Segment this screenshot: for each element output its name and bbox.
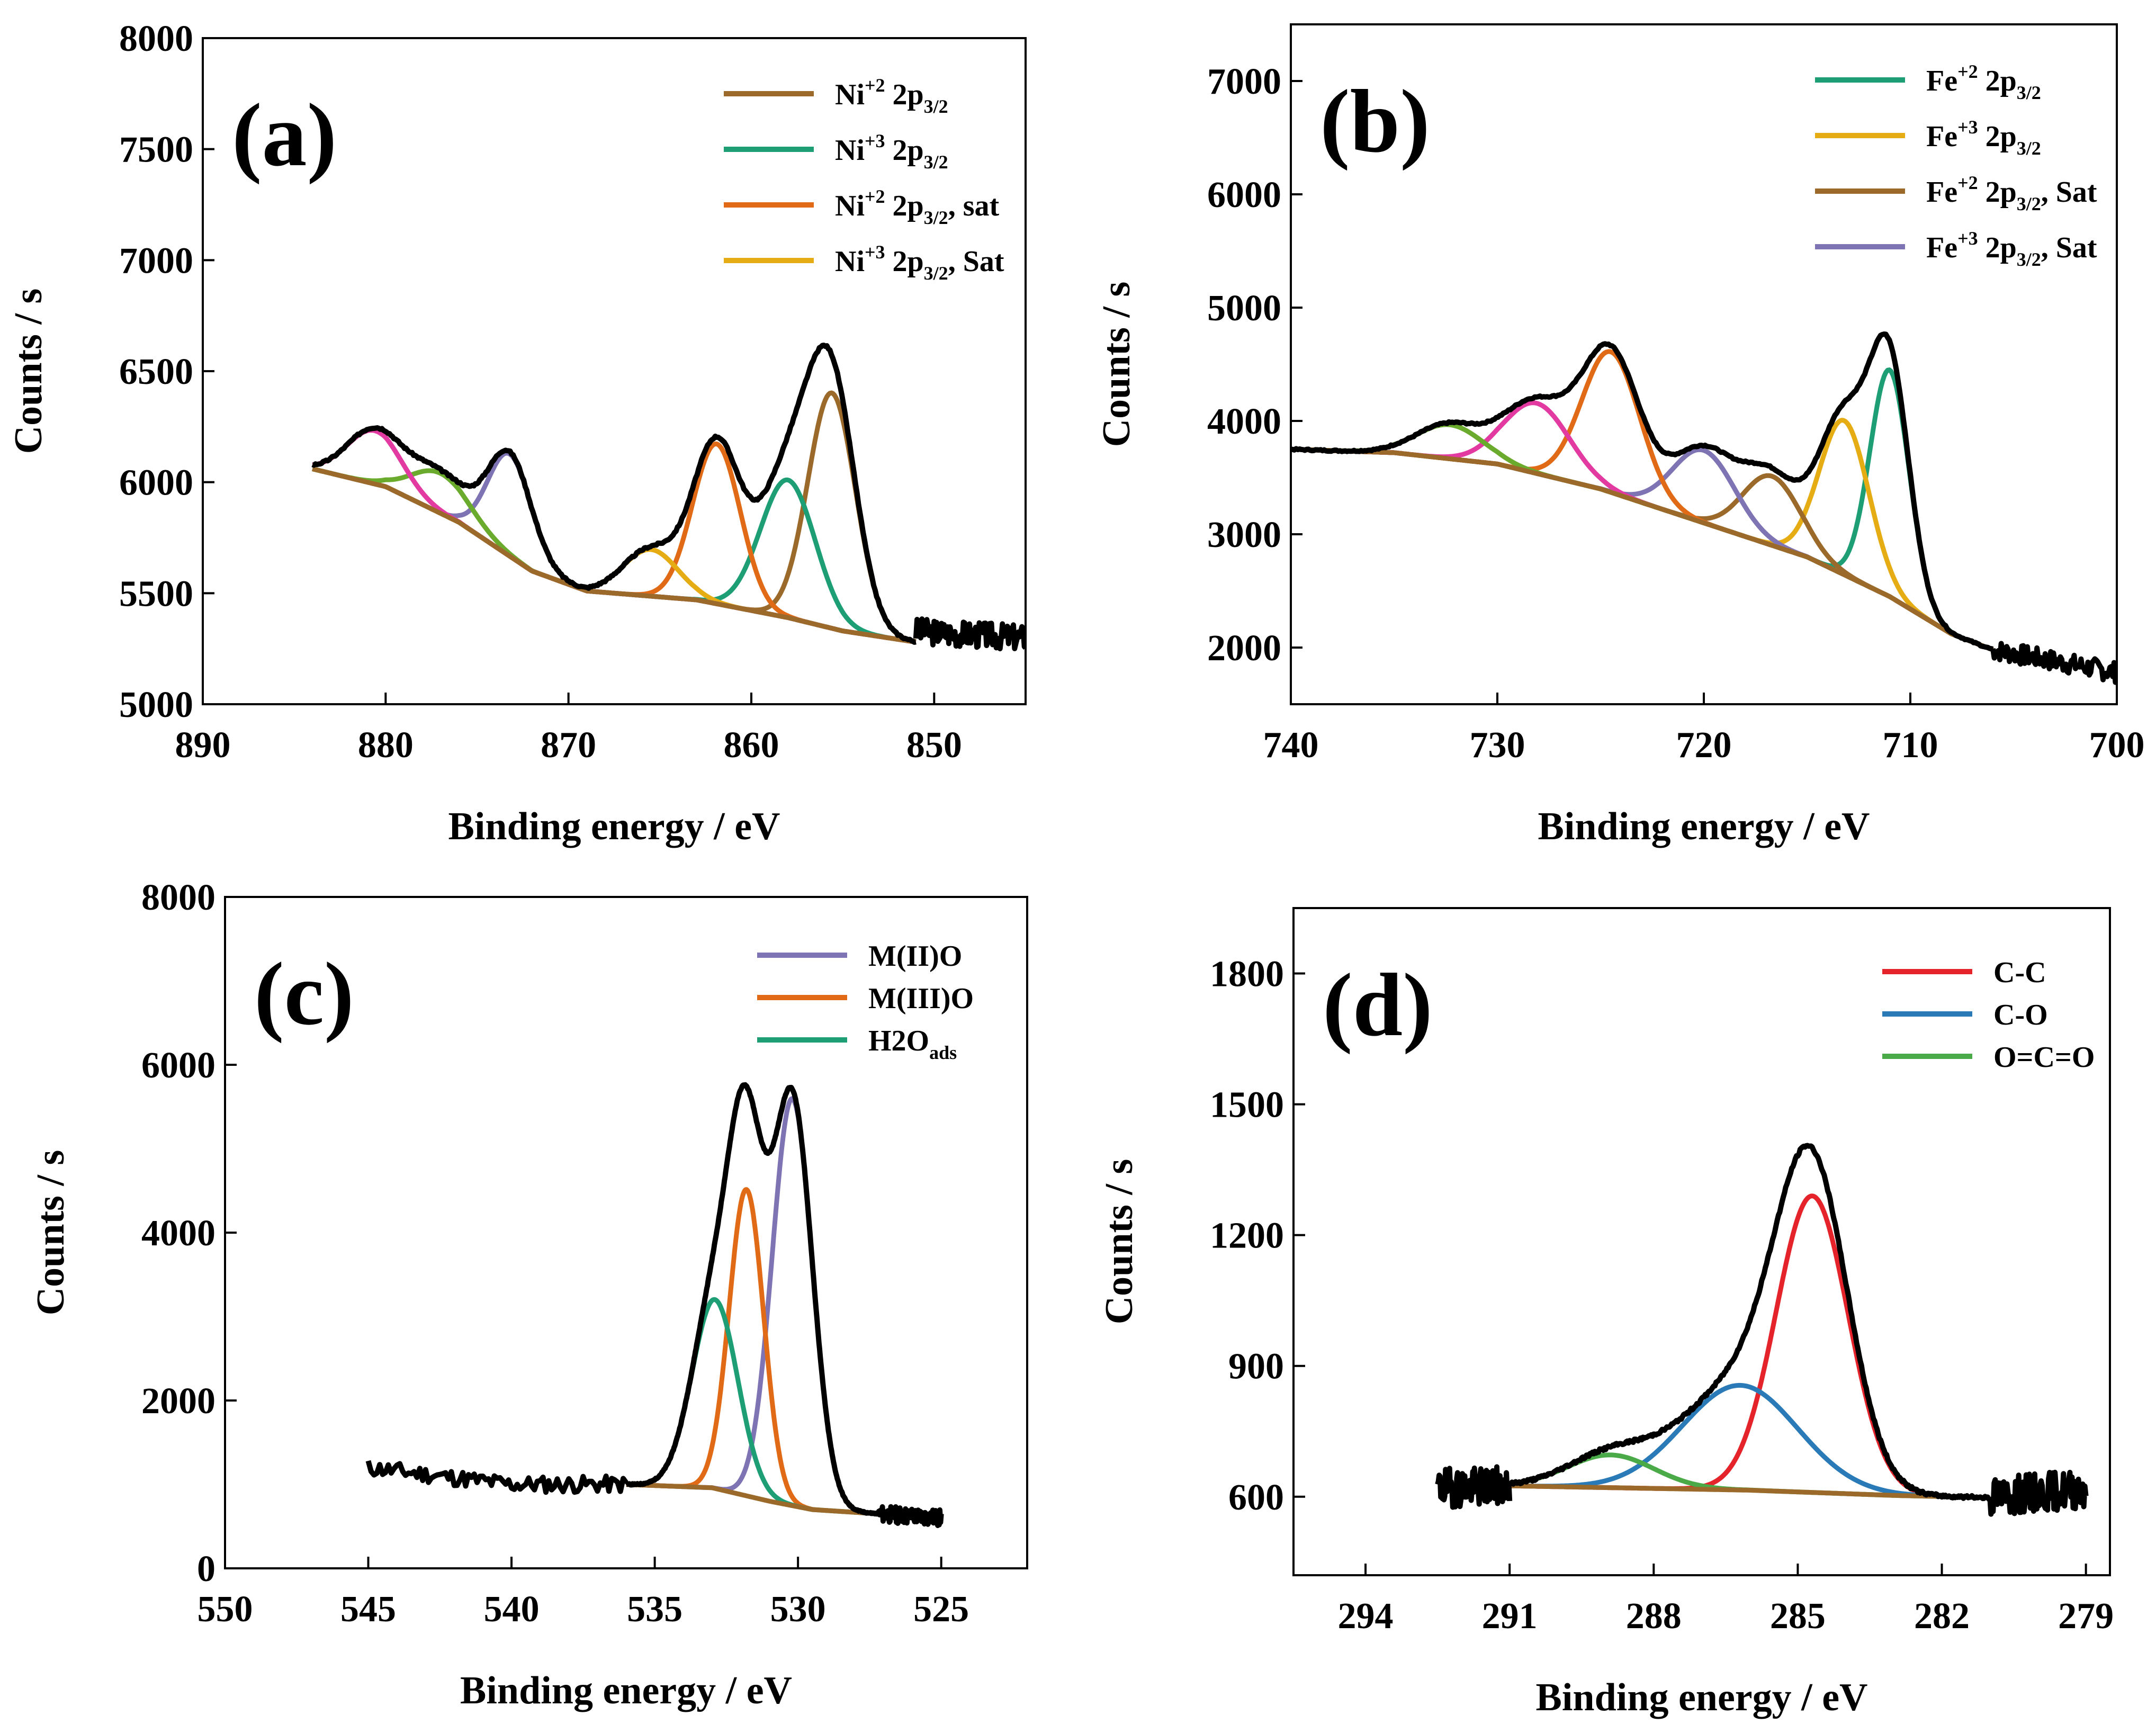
component-peak-4 [1291, 447, 1994, 652]
legend-entry: M(III)O [868, 982, 974, 1015]
y-tick-label: 7000 [119, 240, 193, 281]
measured-envelope [1435, 1143, 2089, 1517]
x-tick-label: 285 [1770, 1596, 1826, 1637]
y-tick-label: 1800 [1210, 954, 1284, 995]
component-peak-1 [311, 390, 917, 644]
component-peak-2 [1508, 1382, 1991, 1500]
measured-envelope [365, 1082, 944, 1528]
panel-label: (a) [232, 85, 337, 185]
y-tick-label: 1500 [1210, 1085, 1284, 1126]
background-baseline [312, 466, 917, 645]
y-axis-title: Counts / s [1095, 282, 1138, 447]
x-tick-label: 279 [2058, 1596, 2114, 1637]
x-tick-label: 535 [627, 1589, 682, 1630]
y-tick-label: 1200 [1210, 1216, 1284, 1256]
legend-entry: Ni+3 2p3/2, Sat [835, 241, 1004, 284]
component-peak-6 [1291, 400, 1994, 652]
component-peak-3 [1291, 447, 1994, 652]
background-baseline [1510, 1483, 1990, 1500]
y-tick-label: 5500 [119, 573, 193, 614]
y-axis-title: Counts / s [7, 289, 50, 454]
component-peak-1 [1508, 1193, 1991, 1500]
x-axis-title: Binding energy / eV [460, 1669, 792, 1712]
x-tick-label: 890 [175, 725, 231, 766]
panel-label: (d) [1323, 955, 1433, 1055]
y-tick-label: 7500 [119, 130, 193, 170]
x-tick-label: 282 [1914, 1596, 1970, 1637]
x-tick-label: 294 [1338, 1596, 1394, 1637]
y-tick-label: 600 [1228, 1477, 1284, 1518]
y-axis-title: Counts / s [29, 1150, 73, 1316]
component-peak-3 [311, 441, 917, 645]
legend-entry: H2Oads [868, 1025, 957, 1063]
component-peak-5 [311, 451, 917, 645]
legend-entry: Fe+2 2p3/2, Sat [1926, 172, 2097, 214]
x-tick-label: 710 [1883, 725, 1938, 766]
x-tick-label: 545 [340, 1589, 396, 1630]
legend-entry: Ni+2 2p3/2 [835, 75, 948, 117]
x-tick-label: 291 [1482, 1596, 1538, 1637]
panel-c: 550 545 540 535 530 525 0 2000 4000 6000 8000 Bindi… [29, 877, 1028, 1712]
legend-entry: C-C [1993, 956, 2046, 989]
panel-label: (b) [1320, 71, 1430, 171]
legend-entry: Fe+2 2p3/2 [1926, 61, 2041, 103]
y-tick-label: 8000 [141, 877, 215, 918]
y-tick-label: 4000 [141, 1213, 215, 1254]
x-tick-label: 720 [1676, 725, 1732, 766]
background-baseline [1291, 447, 1994, 652]
y-tick-label: 5000 [119, 685, 193, 725]
legend-entry: M(II)O [868, 940, 962, 973]
x-tick-label: 880 [358, 725, 414, 766]
x-tick-label: 700 [2089, 725, 2145, 766]
y-tick-label: 2000 [1207, 628, 1281, 669]
legend-entry: Fe+3 2p3/2 [1926, 116, 2041, 159]
y-tick-label: 6000 [119, 463, 193, 504]
x-tick-label: 730 [1470, 725, 1525, 766]
y-tick-label: 6500 [119, 352, 193, 392]
component-peak-7 [1291, 422, 1994, 652]
legend-entry: Fe+3 2p3/2, Sat [1926, 228, 2097, 270]
y-tick-label: 3000 [1207, 515, 1281, 555]
panel-d: 294 291 288 285 282 279 600 900 1200 1500 1800 Bind… [1098, 907, 2114, 1719]
legend-entry: O=C=O [1993, 1041, 2095, 1074]
y-tick-label: 7000 [1207, 61, 1281, 102]
x-tick-label: 288 [1626, 1596, 1682, 1637]
y-tick-label: 4000 [1207, 401, 1281, 442]
x-tick-label: 540 [484, 1589, 540, 1630]
panel-b: 740 730 720 710 700 2000 3000 4000 5000 6000 7000 B… [1095, 23, 2145, 848]
legend-entry: Ni+2 2p3/2, sat [835, 186, 999, 228]
measured-envelope [1291, 331, 2117, 685]
x-tick-label: 525 [913, 1589, 969, 1630]
plot-frame [1292, 907, 2111, 1576]
legend-entry: C-O [1993, 999, 2048, 1031]
legend-entry: Ni+3 2p3/2 [835, 130, 948, 173]
background-baseline [626, 1482, 879, 1516]
x-tick-label: 870 [541, 725, 596, 766]
x-tick-label: 850 [906, 725, 962, 766]
measured-envelope [311, 343, 1026, 652]
panel-label: (c) [254, 944, 354, 1044]
x-tick-label: 740 [1263, 725, 1319, 766]
y-tick-label: 6000 [141, 1045, 215, 1086]
x-tick-label: 530 [770, 1589, 826, 1630]
x-axis-title: Binding energy / eV [1538, 805, 1870, 848]
panel-a: 890 880 870 860 850 5000 5500 6000 6500 7000 7500 8… [7, 19, 1027, 848]
x-axis-title: Binding energy / eV [448, 805, 780, 848]
x-tick-label: 550 [197, 1589, 253, 1630]
x-axis-title: Binding energy / eV [1536, 1676, 1868, 1719]
y-tick-label: 6000 [1207, 175, 1281, 216]
y-tick-label: 5000 [1207, 288, 1281, 329]
y-tick-label: 8000 [119, 19, 193, 59]
y-tick-label: 900 [1228, 1346, 1284, 1387]
y-axis-title: Counts / s [1098, 1159, 1141, 1325]
x-tick-label: 860 [724, 725, 779, 766]
y-tick-label: 0 [197, 1549, 215, 1590]
component-peak-7 [311, 428, 917, 645]
y-tick-label: 2000 [141, 1381, 215, 1422]
